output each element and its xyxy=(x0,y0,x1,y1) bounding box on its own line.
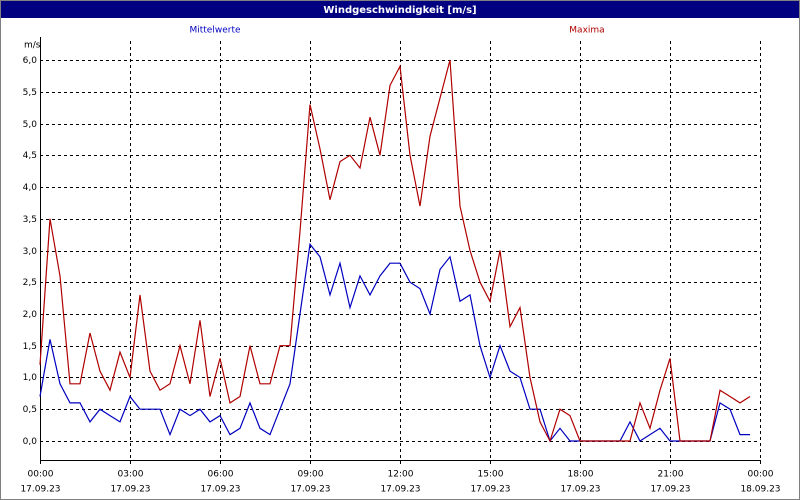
y-tick-label: 0,0 xyxy=(23,437,38,447)
x-tick-date: 17.09.23 xyxy=(380,485,420,495)
y-axis-label: m/s xyxy=(24,41,41,51)
data-line xyxy=(39,59,751,443)
x-tick-date: 17.09.23 xyxy=(200,485,240,495)
x-tick-label: 15:00 xyxy=(478,470,504,480)
x-tick-label: 00:00 xyxy=(28,470,54,480)
x-tick-label: 06:00 xyxy=(208,470,234,480)
y-tick-label: 5,5 xyxy=(23,88,37,98)
y-tick-label: 2,0 xyxy=(23,310,38,320)
x-tick-date: 17.09.23 xyxy=(560,485,600,495)
x-tick-label: 00:00 xyxy=(748,470,774,480)
title-bar xyxy=(1,1,799,18)
y-tick-label: 4,5 xyxy=(23,151,37,161)
x-tick-label: 09:00 xyxy=(298,470,324,480)
x-tick-date: 17.09.23 xyxy=(470,485,510,495)
x-tick-label: 21:00 xyxy=(658,470,684,480)
x-tick-label: 18:00 xyxy=(568,470,594,480)
y-tick-label: 6,0 xyxy=(23,56,38,66)
x-tick-label: 03:00 xyxy=(118,470,144,480)
y-tick-label: 0,5 xyxy=(23,405,37,415)
y-tick-label: 1,0 xyxy=(23,373,38,383)
y-tick-label: 3,5 xyxy=(23,215,37,225)
x-tick-date: 17.09.23 xyxy=(650,485,690,495)
data-line xyxy=(39,242,750,443)
y-tick-label: 2,5 xyxy=(23,278,37,288)
y-tick-label: 4,0 xyxy=(23,183,38,193)
x-tick-label: 12:00 xyxy=(388,470,414,480)
x-tick-date: 18.09.23 xyxy=(740,485,780,495)
x-tick-date: 17.09.23 xyxy=(110,485,150,495)
chart-title: Windgeschwindigkeit [m/s] xyxy=(323,5,476,16)
legend-entry: Maxima xyxy=(569,26,604,36)
x-tick-date: 17.09.23 xyxy=(20,485,60,495)
legend-entry: Mittelwerte xyxy=(189,26,240,36)
y-tick-label: 5,0 xyxy=(23,120,38,130)
y-tick-label: 3,0 xyxy=(23,247,38,257)
y-tick-label: 1,5 xyxy=(23,342,37,352)
x-tick-date: 17.09.23 xyxy=(290,485,330,495)
